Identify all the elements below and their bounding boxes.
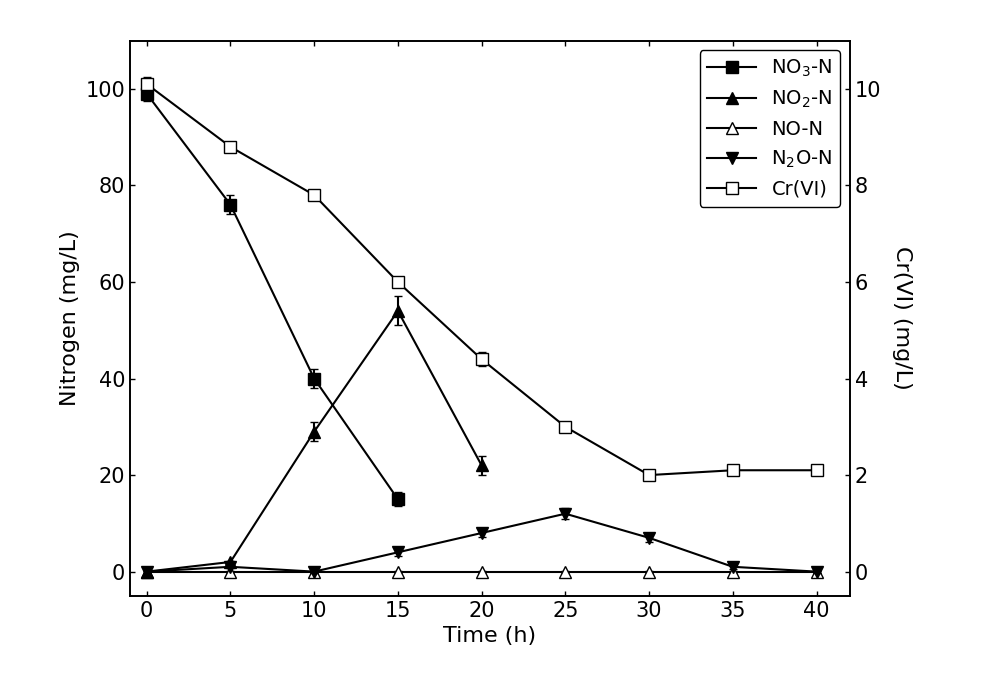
Y-axis label: Cr(VI) (mg/L): Cr(VI) (mg/L) [892,246,912,390]
Legend: NO$_3$-N, NO$_2$-N, NO-N, N$_2$O-N, Cr(VI): NO$_3$-N, NO$_2$-N, NO-N, N$_2$O-N, Cr(V… [700,50,840,206]
X-axis label: Time (h): Time (h) [443,626,537,646]
Y-axis label: Nitrogen (mg/L): Nitrogen (mg/L) [60,230,80,406]
